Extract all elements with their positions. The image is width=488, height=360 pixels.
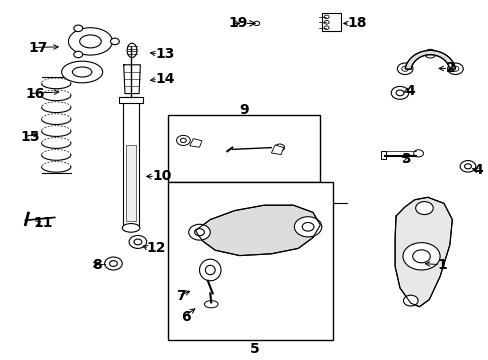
Circle shape <box>324 15 328 19</box>
Circle shape <box>395 90 403 96</box>
Polygon shape <box>394 197 451 307</box>
Ellipse shape <box>127 43 137 58</box>
Text: 10: 10 <box>152 170 172 183</box>
Circle shape <box>413 150 423 157</box>
Circle shape <box>447 63 462 75</box>
Ellipse shape <box>80 35 101 48</box>
Polygon shape <box>271 145 283 154</box>
Circle shape <box>294 217 321 237</box>
Text: 16: 16 <box>25 87 45 100</box>
Bar <box>167 182 332 340</box>
Circle shape <box>397 63 412 75</box>
Circle shape <box>134 239 142 245</box>
Text: 1: 1 <box>437 258 447 271</box>
Circle shape <box>180 138 186 143</box>
Bar <box>381 151 386 159</box>
Bar <box>126 145 136 221</box>
Bar <box>321 13 341 31</box>
Circle shape <box>424 49 435 58</box>
Polygon shape <box>189 139 202 147</box>
Circle shape <box>74 51 82 58</box>
Circle shape <box>274 144 284 151</box>
Circle shape <box>412 250 429 263</box>
Text: 4: 4 <box>404 84 414 98</box>
Circle shape <box>109 261 117 266</box>
Circle shape <box>188 224 210 240</box>
Text: 5: 5 <box>249 342 259 356</box>
Text: 2: 2 <box>445 62 455 75</box>
Circle shape <box>459 161 475 172</box>
Text: 13: 13 <box>155 47 175 61</box>
Circle shape <box>451 66 458 71</box>
Text: 7: 7 <box>176 289 185 303</box>
Text: 9: 9 <box>239 103 249 117</box>
Ellipse shape <box>204 301 218 308</box>
Ellipse shape <box>205 265 215 275</box>
Ellipse shape <box>199 259 221 281</box>
Bar <box>123 97 139 225</box>
Text: 6: 6 <box>181 310 190 324</box>
Circle shape <box>403 295 417 306</box>
Text: 18: 18 <box>346 17 366 30</box>
Circle shape <box>402 243 439 270</box>
Bar <box>119 97 142 103</box>
Text: 17: 17 <box>28 41 48 54</box>
Polygon shape <box>405 50 454 69</box>
Ellipse shape <box>61 61 102 83</box>
Text: 15: 15 <box>20 130 40 144</box>
Ellipse shape <box>72 67 92 77</box>
Text: 11: 11 <box>33 216 53 230</box>
Circle shape <box>176 135 190 145</box>
Circle shape <box>324 26 328 30</box>
Text: 3: 3 <box>400 152 410 166</box>
Ellipse shape <box>122 224 140 232</box>
Text: 8: 8 <box>92 258 102 271</box>
Circle shape <box>74 25 82 32</box>
Circle shape <box>194 229 204 236</box>
Text: 19: 19 <box>228 17 248 30</box>
Ellipse shape <box>68 28 112 55</box>
Circle shape <box>104 257 122 270</box>
Polygon shape <box>195 205 320 256</box>
Text: 12: 12 <box>146 242 166 255</box>
Circle shape <box>401 66 408 71</box>
Circle shape <box>390 86 408 99</box>
Circle shape <box>415 202 432 215</box>
Circle shape <box>129 235 146 248</box>
Circle shape <box>302 222 313 231</box>
Circle shape <box>324 21 328 24</box>
Text: 4: 4 <box>472 163 482 177</box>
Circle shape <box>253 21 259 26</box>
Text: 14: 14 <box>155 72 175 86</box>
Bar <box>167 115 320 182</box>
Circle shape <box>110 38 119 45</box>
Circle shape <box>464 164 470 169</box>
